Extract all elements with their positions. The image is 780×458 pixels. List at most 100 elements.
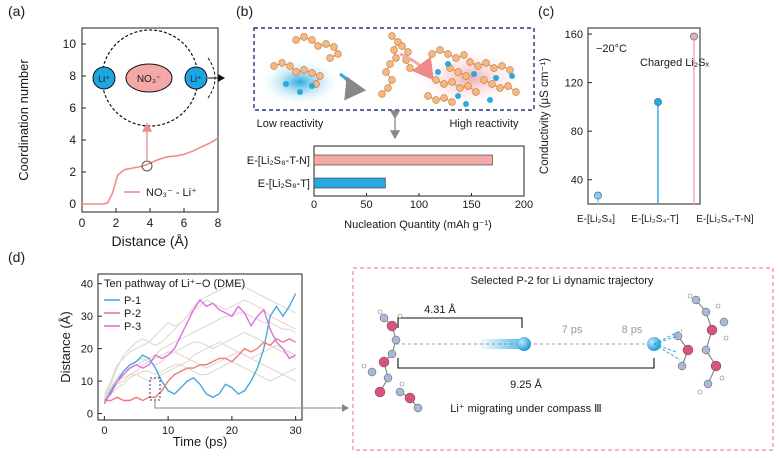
panel-d-ytick-label: 30 — [81, 311, 93, 323]
sulfur-atom — [432, 76, 440, 84]
panel-b-x-ticks: 0 50 100 150 200 — [311, 193, 533, 211]
lithium-atom — [435, 69, 441, 75]
panel-a-ytick-label: 4 — [69, 133, 76, 147]
panel-d-legend: P-1P-2P-3 — [104, 295, 141, 333]
sulfur-atom — [326, 54, 334, 62]
sulfur-atom — [388, 32, 396, 40]
panel-c-category: E-[Li₂S₄] — [577, 214, 615, 225]
panel-d-frame — [97, 273, 303, 421]
hydrogen-atom — [397, 313, 403, 319]
panel-d-xtick-label: 10 — [162, 425, 174, 437]
panel-d-ytick-label: 10 — [81, 376, 93, 388]
sulfur-atom — [404, 48, 412, 56]
oxygen-atom — [404, 392, 416, 404]
sulfur-atom — [448, 98, 456, 106]
anion-label: NO₃⁻ — [137, 74, 161, 85]
panel-d-xtick-label: 30 — [290, 425, 302, 437]
sulfur-atom — [388, 76, 396, 84]
sulfur-atom — [292, 68, 300, 76]
sulfur-atom — [454, 68, 462, 76]
lithium-atom — [463, 101, 469, 107]
panel-b-xtick-label: 200 — [515, 199, 533, 211]
sulfur-atom — [390, 46, 398, 54]
panel-b-xtick-label: 100 — [410, 199, 428, 211]
cation-left-label: Li⁺ — [98, 74, 110, 84]
carbon-atom — [391, 335, 401, 345]
sulfur-atom — [480, 76, 488, 84]
carbon-atom — [387, 349, 397, 359]
panel-a-xtick-label: 8 — [215, 216, 222, 230]
panel-a-ytick-label: 0 — [69, 197, 76, 211]
carbon-atom — [719, 317, 729, 327]
panel-a-xlabel: Distance (Å) — [111, 233, 188, 249]
dme-molecules — [361, 293, 729, 413]
coordination-bond — [653, 343, 677, 353]
panel-b-xtick-label: 50 — [360, 199, 372, 211]
trajectory-panel: Selected P-2 for Li dynamic trajectory 4… — [352, 267, 774, 451]
sulfur-atom — [286, 62, 294, 70]
coordination-bond — [653, 343, 681, 361]
panel-d-ytick-label: 0 — [87, 409, 93, 421]
low-reactivity-blob — [258, 58, 342, 106]
panel-d-ylabel: Distance (Å) — [58, 311, 73, 383]
sulfur-atom — [452, 54, 460, 62]
sulfur-atom — [488, 80, 496, 88]
coordination-bond — [653, 335, 679, 345]
sulfur-atom — [428, 50, 436, 58]
panel-b-bar — [313, 154, 493, 166]
sulfur-atom — [440, 94, 448, 102]
sulfur-atom — [392, 54, 400, 62]
oxygen-atom — [374, 386, 386, 398]
panel-c: 40 80 120 160 E-[Li₂S₄] E-[Li₂S₄-T] E-[Li₂S₄-… — [539, 27, 754, 225]
panel-c-ytick-label: 160 — [565, 29, 583, 41]
panel-a-ytick-label: 10 — [63, 37, 77, 51]
panel-a-xtick-label: 2 — [113, 216, 120, 230]
panel-a-xtick-label: 0 — [79, 216, 86, 230]
panel-a-ytick-label: 2 — [69, 165, 76, 179]
sulfur-atom — [498, 62, 506, 70]
sulfur-atom — [316, 72, 324, 80]
carbon-atom — [691, 295, 701, 305]
hydrogen-atom — [719, 375, 725, 381]
panel-d-series-line — [103, 298, 296, 401]
panel-b-bar — [313, 177, 386, 189]
sulfur-atom — [466, 58, 474, 66]
sulfur-atom — [382, 68, 390, 76]
sulfur-atom — [330, 43, 338, 51]
dist1-label: 4.31 Å — [424, 303, 456, 316]
panel-c-legend: Charged Li₂Sₓ — [640, 57, 709, 69]
sulfur-atom — [322, 40, 330, 48]
panel-a-ytick-label: 6 — [69, 101, 76, 115]
panel-b-frame — [313, 145, 525, 197]
sulfur-atom — [314, 42, 322, 50]
sulfur-atom — [406, 64, 414, 72]
panel-a-legend-label: NO₃⁻ - Li⁺ — [146, 187, 197, 199]
sulfur-atom — [384, 84, 392, 92]
panel-b-xlabel: Nucleation Quantity (mAh g⁻¹) — [344, 219, 492, 231]
panel-c-point — [654, 98, 662, 106]
sulfur-atom — [436, 46, 444, 54]
panel-a-xtick-label: 6 — [181, 216, 188, 230]
sulfur-bond — [427, 95, 453, 103]
panel-b-xtick-label: 150 — [462, 199, 480, 211]
panel-d-series — [103, 293, 297, 405]
sulfur-atom — [270, 62, 278, 70]
panel-b-xtick-label: 0 — [311, 199, 317, 211]
sulfur-atom — [398, 42, 406, 50]
sulfur-atom — [482, 59, 490, 67]
cation-left — [92, 66, 116, 90]
panel-label-c: (c) — [538, 3, 554, 19]
lithium-atom — [283, 81, 289, 87]
panel-a-x-ticks: 0 2 4 6 8 — [79, 208, 222, 230]
panel-d-legend-label: P-3 — [124, 321, 141, 333]
sulfur-atom — [444, 50, 452, 58]
panel-d-series-line — [103, 293, 297, 405]
sulfur-atom — [278, 59, 286, 67]
sulfur-atom — [308, 36, 316, 44]
hydrogen-atom — [361, 363, 367, 369]
panel-a-ytick-label: 8 — [69, 69, 76, 83]
panel-label-d: (d) — [8, 249, 25, 265]
hydrogen-atom — [399, 381, 405, 387]
panel-c-ytick-label: 80 — [571, 126, 583, 138]
